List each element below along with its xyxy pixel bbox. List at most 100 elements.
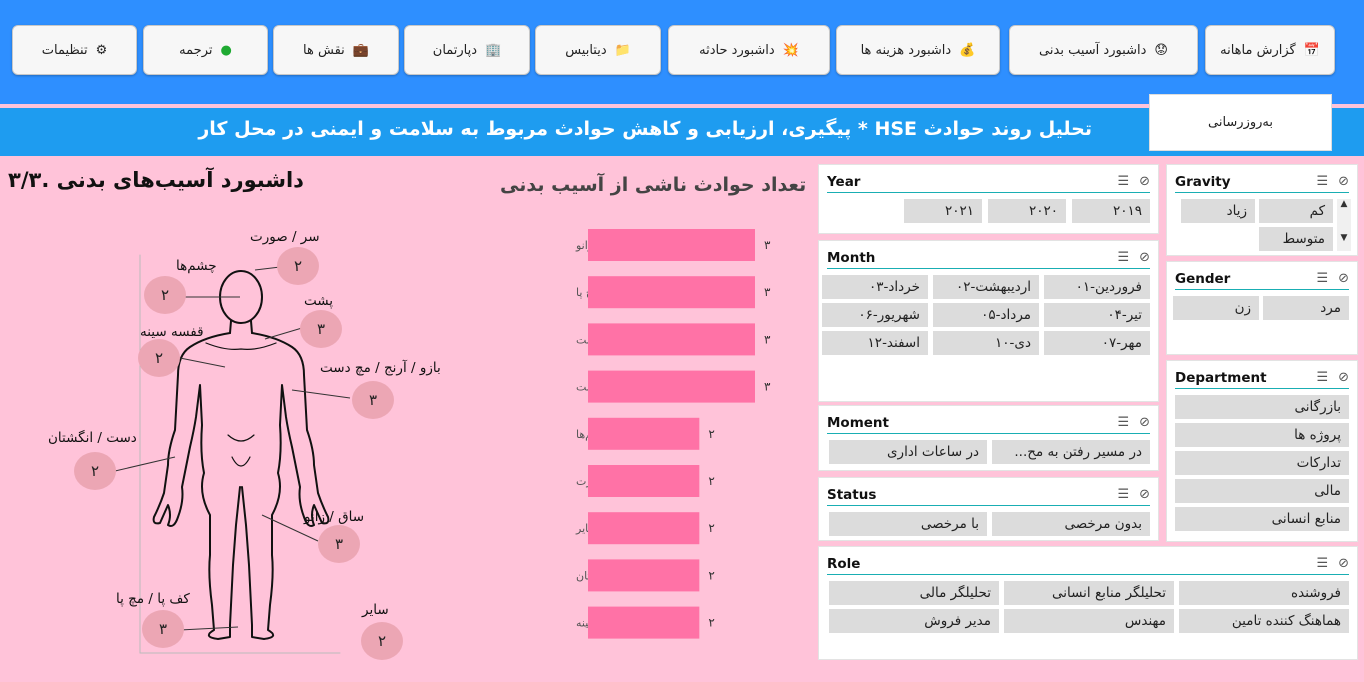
year-slicer-item[interactable]: ۲۰۲۱: [904, 199, 982, 223]
role-slicer-item[interactable]: مهندس: [1004, 609, 1174, 633]
moment-slicer-header: Moment ☰ ⊘: [827, 412, 1150, 434]
status-slicer-item[interactable]: با مرخصی: [829, 512, 987, 536]
clear-filter-icon[interactable]: ⊘: [1139, 487, 1150, 502]
multi-select-icon[interactable]: ☰: [1117, 250, 1130, 265]
bar[interactable]: [588, 606, 700, 639]
nav-button-3[interactable]: 💥 داشبورد حادثه: [668, 25, 830, 75]
multi-select-icon[interactable]: ☰: [1316, 370, 1329, 385]
gravity-slicer-item[interactable]: کم: [1259, 199, 1333, 223]
bar[interactable]: [588, 417, 700, 450]
scroll-down-icon[interactable]: ▼: [1340, 233, 1348, 243]
department-slicer-header: Department ☰ ⊘: [1175, 367, 1349, 389]
nav-button-7[interactable]: ● ترجمه: [143, 25, 268, 75]
bar[interactable]: [588, 276, 755, 309]
year-slicer-item[interactable]: ۲۰۱۹: [1072, 199, 1150, 223]
gender-slicer-item[interactable]: زن: [1173, 296, 1259, 320]
bar[interactable]: [588, 559, 700, 592]
bar[interactable]: [588, 229, 755, 261]
collision-icon: 💥: [782, 42, 799, 58]
nav-button-8[interactable]: ⚙ تنظیمات: [12, 25, 137, 75]
multi-select-icon[interactable]: ☰: [1117, 415, 1130, 430]
clear-filter-icon[interactable]: ⊘: [1338, 271, 1349, 286]
nav-button-label: داشبورد هزینه ها: [860, 42, 952, 58]
gravity-slicer-header: Gravity ☰ ⊘: [1175, 171, 1349, 193]
month-slicer-item[interactable]: شهریور-۰۶: [822, 303, 928, 327]
clear-filter-icon[interactable]: ⊘: [1139, 174, 1150, 189]
clear-filter-icon[interactable]: ⊘: [1139, 250, 1150, 265]
clear-filter-icon[interactable]: ⊘: [1338, 174, 1349, 189]
nav-button-2[interactable]: 💰 داشبورد هزینه ها: [836, 25, 1000, 75]
multi-select-icon[interactable]: ☰: [1316, 271, 1329, 286]
gender-slicer-header: Gender ☰ ⊘: [1175, 268, 1349, 290]
gender-slicer: Gender ☰ ⊘ مرد زن: [1166, 261, 1358, 355]
bar[interactable]: [588, 512, 700, 545]
month-slicer-item[interactable]: مرداد-۰۵: [933, 303, 1039, 327]
bar-value-label: ۳: [764, 285, 771, 299]
status-slicer-item[interactable]: بدون مرخصی: [992, 512, 1150, 536]
department-slicer-item[interactable]: بازرگانی: [1175, 395, 1349, 419]
month-slicer-item[interactable]: فروردین-۰۱: [1044, 275, 1150, 299]
scroll-up-icon[interactable]: ▲: [1340, 199, 1348, 209]
multi-select-icon[interactable]: ☰: [1117, 487, 1130, 502]
bar-value-label: ۳: [764, 238, 771, 252]
chart-title: تعداد حوادث ناشی از آسیب بدنی: [500, 174, 807, 196]
month-slicer-item[interactable]: تیر-۰۴: [1044, 303, 1150, 327]
department-slicer-item[interactable]: مالی: [1175, 479, 1349, 503]
month-slicer-item[interactable]: اسفند-۱۲: [822, 331, 928, 355]
role-slicer-item[interactable]: فروشنده: [1179, 581, 1349, 605]
role-slicer-item[interactable]: تحلیلگر منابع انسانی: [1004, 581, 1174, 605]
role-slicer-item[interactable]: مدیر فروش: [829, 609, 999, 633]
money-bag-icon: 💰: [959, 42, 976, 58]
bar[interactable]: [588, 323, 755, 356]
role-slicer-item[interactable]: تحلیلگر مالی: [829, 581, 999, 605]
month-slicer-item[interactable]: خرداد-۰۳: [822, 275, 928, 299]
month-slicer-item[interactable]: مهر-۰۷: [1044, 331, 1150, 355]
refresh-button[interactable]: به‌روزرسانی: [1149, 94, 1332, 151]
nav-button-4[interactable]: 📁 دیتابیس: [535, 25, 661, 75]
clear-filter-icon[interactable]: ⊘: [1338, 556, 1349, 571]
year-slicer: Year ☰ ⊘ ۲۰۱۹ ۲۰۲۰ ۲۰۲۱: [818, 164, 1159, 234]
gravity-slicer-item[interactable]: زیاد: [1181, 199, 1255, 223]
department-slicer-item[interactable]: منابع انسانی: [1175, 507, 1349, 531]
body-label-chest: قفسه سینه: [140, 324, 204, 340]
year-slicer-item[interactable]: ۲۰۲۰: [988, 199, 1066, 223]
body-count-bubble-eyes: ۲: [144, 276, 186, 314]
role-slicer-header: Role ☰ ⊘: [827, 553, 1349, 575]
nav-button-label: ترجمه: [179, 42, 213, 58]
bar[interactable]: [588, 370, 755, 403]
folder-icon: 📁: [614, 42, 631, 58]
gravity-slicer-scrollbar[interactable]: ▲ ▼: [1337, 199, 1351, 251]
multi-select-icon[interactable]: ☰: [1117, 174, 1130, 189]
worried-face-icon: 😟: [1154, 42, 1168, 58]
month-slicer-item[interactable]: اردیبهشت-۰۲: [933, 275, 1039, 299]
nav-button-6[interactable]: 💼 نقش ها: [273, 25, 399, 75]
department-slicer: Department ☰ ⊘ بازرگانی پروژه ها تدارکات مالی م…: [1166, 360, 1358, 542]
role-slicer-item[interactable]: هماهنگ کننده تامین: [1179, 609, 1349, 633]
gravity-slicer-item[interactable]: متوسط: [1259, 227, 1333, 251]
slicer-title: Month: [827, 249, 876, 266]
moment-slicer-item[interactable]: در ساعات اداری: [829, 440, 987, 464]
role-slicer: Role ☰ ⊘ فروشنده تحلیلگر منابع انسانی تحلیلگر…: [818, 546, 1358, 660]
multi-select-icon[interactable]: ☰: [1316, 556, 1329, 571]
nav-button-5[interactable]: 🏢 دپارتمان: [404, 25, 530, 75]
moment-slicer-item[interactable]: در مسیر رفتن به مح...: [992, 440, 1150, 464]
nav-button-1[interactable]: 😟 داشبورد آسیب بدنی: [1009, 25, 1198, 75]
clear-filter-icon[interactable]: ⊘: [1139, 415, 1150, 430]
nav-button-label: نقش ها: [303, 42, 345, 58]
body-label-foot: کف پا / مچ پا: [116, 591, 190, 607]
department-slicer-item[interactable]: پروژه ها: [1175, 423, 1349, 447]
nav-button-label: دپارتمان: [432, 42, 478, 58]
month-slicer-item[interactable]: دی-۱۰: [933, 331, 1039, 355]
clear-filter-icon[interactable]: ⊘: [1338, 370, 1349, 385]
nav-button-0[interactable]: 📅 گزارش ماهانه: [1205, 25, 1335, 75]
nav-button-label: داشبورد آسیب بدنی: [1039, 42, 1147, 58]
department-slicer-item[interactable]: تدارکات: [1175, 451, 1349, 475]
gear-icon: ⚙: [95, 42, 108, 58]
bar-value-label: ۲: [708, 568, 714, 582]
building-icon: 🏢: [485, 42, 502, 58]
gender-slicer-item[interactable]: مرد: [1263, 296, 1349, 320]
title-band: [0, 108, 1364, 156]
bar[interactable]: [588, 465, 700, 497]
body-label-hand: دست / انگشتان: [48, 430, 137, 446]
multi-select-icon[interactable]: ☰: [1316, 174, 1329, 189]
